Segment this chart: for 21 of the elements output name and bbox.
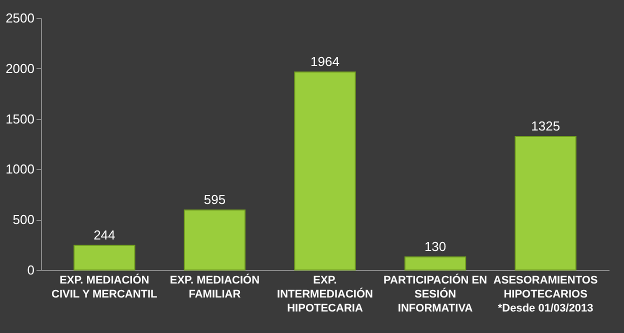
data-label: 1325 [531,118,560,134]
data-label: 244 [94,227,116,242]
x-tick-label: EXP. MEDIACIÓN CIVIL Y MERCANTIL [52,274,158,300]
y-tick-label: 2500 [6,10,34,26]
bar [184,210,246,270]
x-tick-label: EXP. INTERMEDIACIÓN HIPOTECARIA [277,274,374,314]
bar [294,72,356,270]
bar [74,244,136,270]
y-tick-label: 1000 [6,162,34,177]
bar [514,136,576,270]
x-tick-label: EXP. MEDIACIÓN FAMILIAR [170,274,260,300]
y-tick-label: 500 [12,212,34,228]
x-tick-label: ASESORAMIENTOS HIPOTECARIOS *Desde 01/03/2013 [493,274,598,314]
bar [404,256,466,270]
y-tick-label: 2000 [6,60,34,76]
data-label: 595 [204,192,226,208]
y-tick-label: 0 [27,262,34,278]
data-label: 130 [424,238,446,254]
x-tick-label: PARTICIPACIÓN EN SESIÓN INFORMATIVA [384,274,488,314]
data-label: 1964 [310,54,340,70]
y-tick-label: 1500 [6,111,34,126]
